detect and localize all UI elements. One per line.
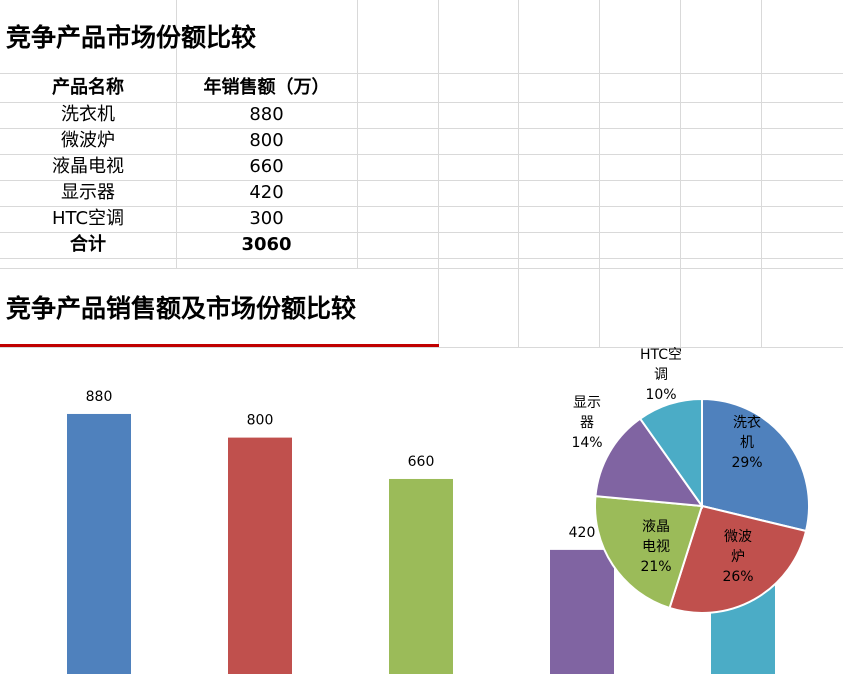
- gridline-vertical: [761, 0, 762, 347]
- gridline-vertical: [438, 0, 439, 347]
- bar-2[interactable]: [228, 437, 292, 674]
- gridline-horizontal: [0, 347, 843, 348]
- pie-data-label: HTC空调 10%: [640, 347, 682, 403]
- total-label[interactable]: 合计: [70, 234, 106, 255]
- gridline-horizontal: [0, 102, 843, 103]
- bar-data-label: 420: [569, 525, 596, 541]
- bar-3[interactable]: [389, 478, 453, 674]
- bar-4[interactable]: [550, 549, 614, 674]
- pie-slice-5[interactable]: [638, 397, 703, 510]
- gridline-horizontal: [0, 180, 843, 181]
- pie-slice-4[interactable]: [594, 417, 705, 508]
- cell-product-name[interactable]: 显示器: [61, 182, 115, 203]
- sales-and-share-chart[interactable]: 880800660420300 洗衣机29%微波炉26%液晶电视21%显示器14…: [0, 347, 843, 674]
- gridline-horizontal: [0, 128, 843, 129]
- gridline-vertical: [518, 0, 519, 347]
- pie-slice-3[interactable]: [594, 495, 704, 610]
- cell-product-name[interactable]: 微波炉: [61, 130, 115, 151]
- pie-data-label: 洗衣机 29%: [731, 415, 762, 471]
- gridline-horizontal: [0, 73, 843, 74]
- bar-1[interactable]: [67, 413, 131, 674]
- header-annual-sales[interactable]: 年销售额（万）: [203, 77, 330, 98]
- gridline-vertical: [680, 0, 681, 347]
- bar-data-label: 660: [408, 454, 435, 470]
- gridline-horizontal: [0, 258, 843, 259]
- cell-product-name[interactable]: 液晶电视: [52, 156, 124, 177]
- cell-product-name[interactable]: HTC空调: [51, 208, 125, 229]
- pie-slice-1[interactable]: [701, 397, 810, 533]
- gridline-vertical: [599, 0, 600, 347]
- pie-chart: 洗衣机 29% 微波炉 26% 液晶电视 21% 显示器 14% HTC空调 10%: [571, 347, 810, 614]
- cell-sales-value[interactable]: 660: [249, 156, 284, 177]
- cell-sales-value[interactable]: 420: [249, 182, 284, 203]
- cell-product-name[interactable]: 洗衣机: [61, 104, 115, 125]
- gridline-horizontal: [0, 232, 843, 233]
- pie-slice-2[interactable]: [668, 504, 808, 614]
- bar-data-label: 800: [247, 413, 274, 429]
- pie-data-label: 显示器 14%: [571, 395, 602, 451]
- cell-sales-value[interactable]: 300: [249, 208, 284, 229]
- gridline-horizontal: [0, 206, 843, 207]
- gridline-horizontal: [0, 154, 843, 155]
- cell-sales-value[interactable]: 880: [249, 104, 284, 125]
- title-underline: [0, 344, 439, 347]
- gridline-vertical: [176, 0, 177, 268]
- bar-series: 880800660420300: [67, 389, 775, 674]
- gridline-horizontal: [0, 268, 843, 269]
- header-product-name[interactable]: 产品名称: [52, 77, 124, 98]
- total-value[interactable]: 3060: [241, 234, 292, 255]
- chart-title: 竞争产品销售额及市场份额比较: [6, 294, 357, 323]
- pie-data-label: 液晶电视 21%: [640, 519, 671, 575]
- pie-data-label: 微波炉 26%: [722, 529, 753, 585]
- gridline-vertical: [357, 0, 358, 268]
- sheet-title: 竞争产品市场份额比较: [6, 23, 257, 52]
- cell-sales-value[interactable]: 800: [249, 130, 284, 151]
- bar-data-label: 880: [86, 389, 113, 405]
